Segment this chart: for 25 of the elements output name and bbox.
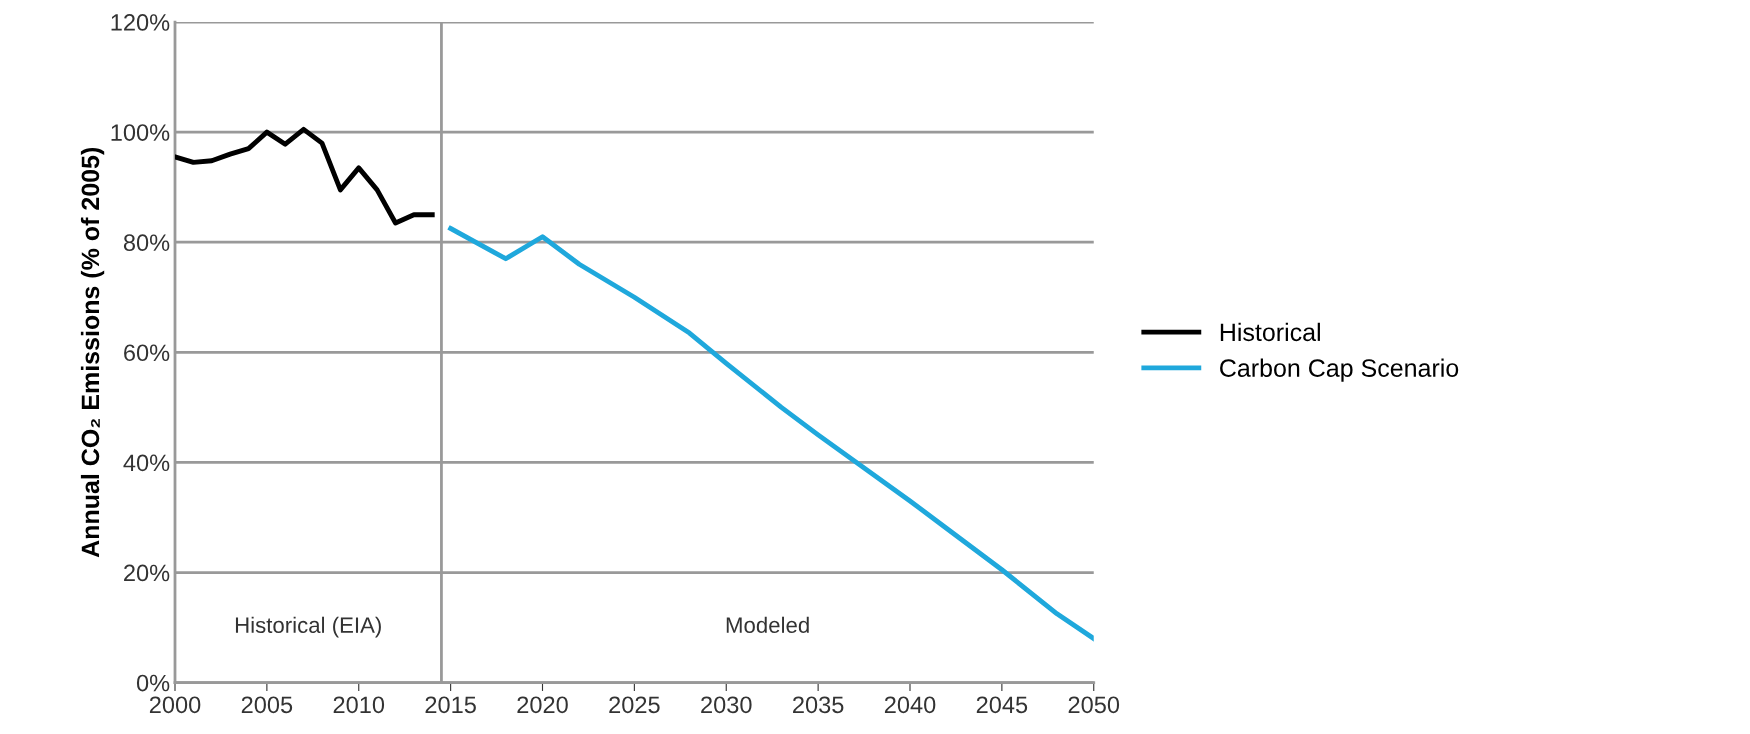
x-tick-label: 2005 xyxy=(241,696,293,714)
x-tick-label: 2035 xyxy=(793,696,844,714)
annotation: Modeled xyxy=(726,616,809,634)
y-tick-label: 60% xyxy=(124,344,170,362)
y-axis-title: Annual CO₂ Emissions (% of 2005) xyxy=(80,147,105,558)
line-series xyxy=(175,126,435,226)
y-tick-label: 20% xyxy=(124,564,170,582)
x-tick-label: 2010 xyxy=(333,696,385,714)
x-tick-label: 2045 xyxy=(976,696,1028,714)
y-tick-label: 100% xyxy=(111,124,170,141)
y-tick-label: 0% xyxy=(136,674,170,692)
y-tick-label: 80% xyxy=(123,234,170,252)
legend-label: Historical xyxy=(1220,322,1320,342)
x-tick-label: 2015 xyxy=(425,696,476,714)
legend-label: Carbon Cap Scenario xyxy=(1220,358,1459,382)
y-tick-label: 40% xyxy=(123,454,170,472)
x-tick-label: 2030 xyxy=(701,696,752,714)
x-tick-label: 2040 xyxy=(884,696,936,714)
line-series xyxy=(448,226,1094,642)
x-tick-label: 2025 xyxy=(609,696,660,714)
y-tick-label: 120% xyxy=(111,14,170,31)
x-tick-label: 2000 xyxy=(149,696,201,714)
annotation: Historical (EIA) xyxy=(235,616,381,638)
x-tick-label: 2020 xyxy=(517,696,568,714)
x-tick-label: 2050 xyxy=(1068,696,1120,714)
